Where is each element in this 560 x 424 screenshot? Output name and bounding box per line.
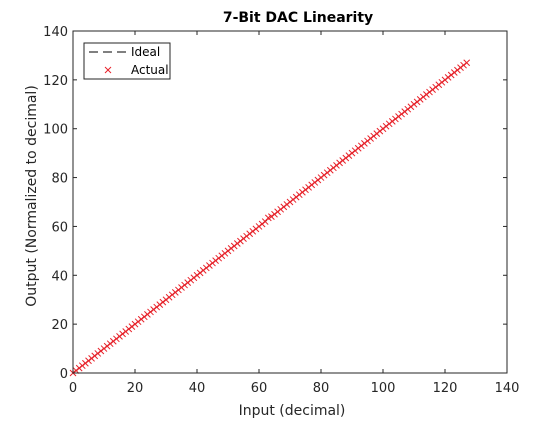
plot-frame: [72, 30, 508, 374]
y-tick-label: 100: [43, 123, 68, 138]
y-tick-label: 60: [51, 220, 68, 235]
x-tick-label: 0: [69, 381, 77, 396]
series-layer: [69, 59, 471, 377]
y-tick-label: 80: [51, 172, 68, 187]
x-tick-label: 100: [371, 381, 396, 396]
y-tick-label: 20: [51, 318, 68, 333]
x-tick-label: 60: [251, 381, 268, 396]
legend-actual-swatch: [104, 66, 112, 74]
x-tick-label: 140: [495, 381, 520, 396]
y-tick-label: 40: [51, 269, 68, 284]
x-tick-label: 120: [433, 381, 458, 396]
legend-actual-marker: [104, 66, 112, 74]
actual-data-point: [463, 59, 471, 67]
y-tick-label: 0: [60, 367, 68, 382]
legend: Ideal Actual: [83, 42, 171, 80]
y-tick-label: 140: [43, 25, 68, 40]
x-tick-label: 40: [189, 381, 206, 396]
tick-layer: 0 20 40 60 80 100 120 140 0 20 40 60 80 100 120 140: [43, 25, 519, 396]
legend-box: [83, 42, 171, 80]
y-tick-label: 120: [43, 74, 68, 89]
chart-title: 7-Bit DAC Linearity: [223, 10, 373, 26]
legend-actual-label: Actual: [131, 63, 169, 77]
x-axis-label: Input (decimal): [239, 403, 346, 419]
x-tick-label: 20: [127, 381, 144, 396]
y-axis-label: Output (Normalized to decimal): [24, 85, 40, 307]
legend-ideal-label: Ideal: [131, 45, 160, 59]
x-tick-label: 80: [313, 381, 330, 396]
